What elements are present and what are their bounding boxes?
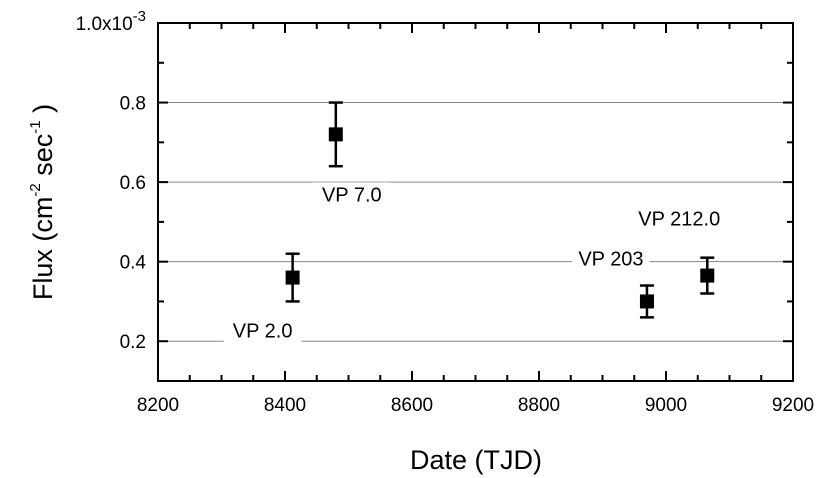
x-tick-labels: 8200 8400 8600 8800 9000 9200 <box>137 395 814 416</box>
x-tick-label: 8400 <box>264 395 306 416</box>
annotation-bg <box>312 182 391 207</box>
grid-lines <box>158 102 793 342</box>
annotation-bg <box>223 318 302 343</box>
y-tick-label: 0.2 <box>120 332 146 353</box>
data-point <box>328 127 343 142</box>
point-annotations: VP 2.0 VP 7.0 VP 203 VP 212.0 <box>223 182 730 343</box>
annotation-bg <box>571 246 650 271</box>
data-points <box>285 101 715 319</box>
point-label: VP 2.0 <box>233 321 293 343</box>
x-tick-label: 9000 <box>645 395 687 416</box>
y-axis-title-suffix: ) <box>28 104 58 121</box>
x-tick-label: 8800 <box>518 395 560 416</box>
y-axis-title-exp1: -2 <box>27 183 44 196</box>
data-point <box>639 294 654 309</box>
y-tick-label: 0.6 <box>120 173 146 194</box>
point-label: VP 212.0 <box>638 209 720 231</box>
y-tick-label: 0.4 <box>120 253 147 274</box>
y-axis-title-mid: sec <box>28 134 58 184</box>
point-label: VP 203 <box>578 248 643 270</box>
y-top-label-base: 1.0x10 <box>76 14 133 35</box>
data-point <box>285 270 300 285</box>
point-label: VP 7.0 <box>322 184 382 206</box>
y-top-label-exp: -3 <box>133 8 146 25</box>
y-top-label: 1.0x10-3 <box>76 8 146 35</box>
annotation-bg <box>629 206 730 231</box>
y-tick-label: 0.8 <box>120 94 146 115</box>
x-tick-label: 9200 <box>772 395 814 416</box>
x-axis-title: Date (TJD) <box>410 445 542 475</box>
axis-ticks <box>157 23 794 382</box>
y-tick-labels: 0.2 0.4 0.6 0.8 <box>120 94 147 354</box>
y-axis-title-exp2: -1 <box>27 120 44 133</box>
x-tick-label: 8200 <box>137 395 179 416</box>
x-tick-label: 8600 <box>391 395 433 416</box>
data-point <box>700 268 715 283</box>
y-axis-title-prefix: Flux (cm <box>28 197 58 301</box>
y-axis-title: Flux (cm-2 sec-1 ) <box>27 104 58 300</box>
